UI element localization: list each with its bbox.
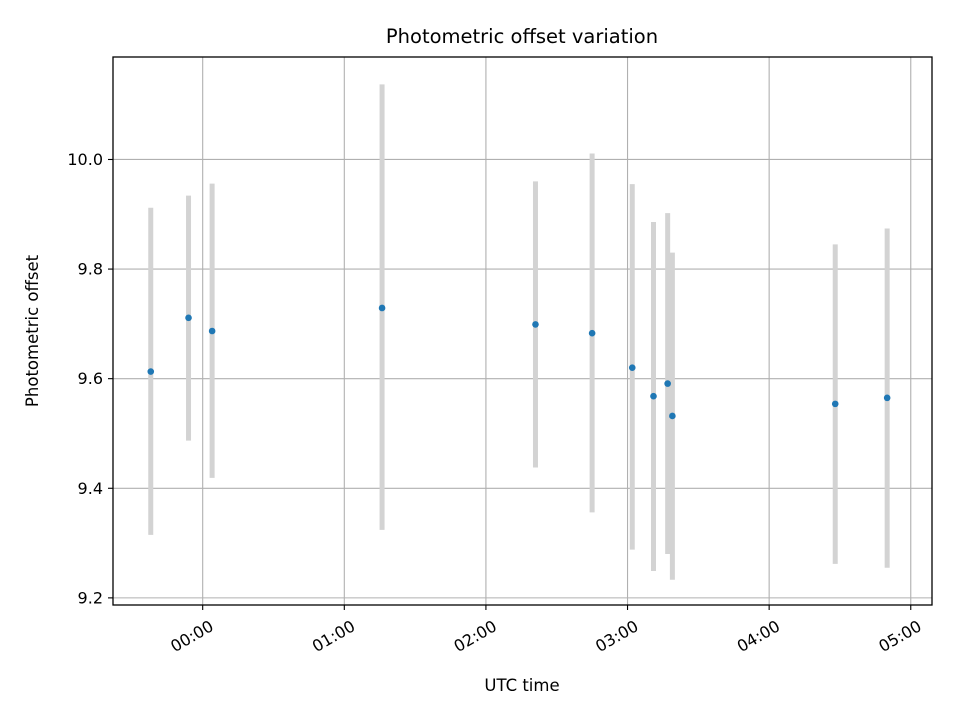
y-tick-label: 9.6 bbox=[78, 369, 103, 388]
data-point bbox=[664, 380, 671, 387]
data-point bbox=[669, 412, 676, 420]
data-point bbox=[883, 394, 891, 402]
data-point bbox=[147, 368, 155, 375]
y-axis-label: Photometric offset bbox=[23, 254, 42, 407]
x-axis-label: UTC time bbox=[484, 676, 559, 695]
data-points bbox=[147, 304, 891, 420]
data-point bbox=[532, 321, 539, 328]
y-tick-label: 10.0 bbox=[67, 150, 103, 169]
data-point bbox=[650, 392, 657, 400]
y-tick-label: 9.4 bbox=[78, 479, 103, 498]
chart-title: Photometric offset variation bbox=[386, 25, 658, 48]
data-point bbox=[185, 314, 192, 322]
y-tick-label: 9.8 bbox=[78, 260, 103, 279]
data-point bbox=[378, 304, 386, 312]
y-tick-label: 9.2 bbox=[78, 588, 103, 607]
y-axis-ticks: 9.2 9.4 9.6 9.8 10.0 bbox=[67, 150, 113, 607]
data-point bbox=[831, 400, 839, 408]
data-point bbox=[628, 364, 636, 372]
grid bbox=[113, 57, 932, 605]
data-point bbox=[588, 329, 596, 337]
axes-frame bbox=[112, 56, 933, 606]
data-point bbox=[208, 327, 216, 335]
